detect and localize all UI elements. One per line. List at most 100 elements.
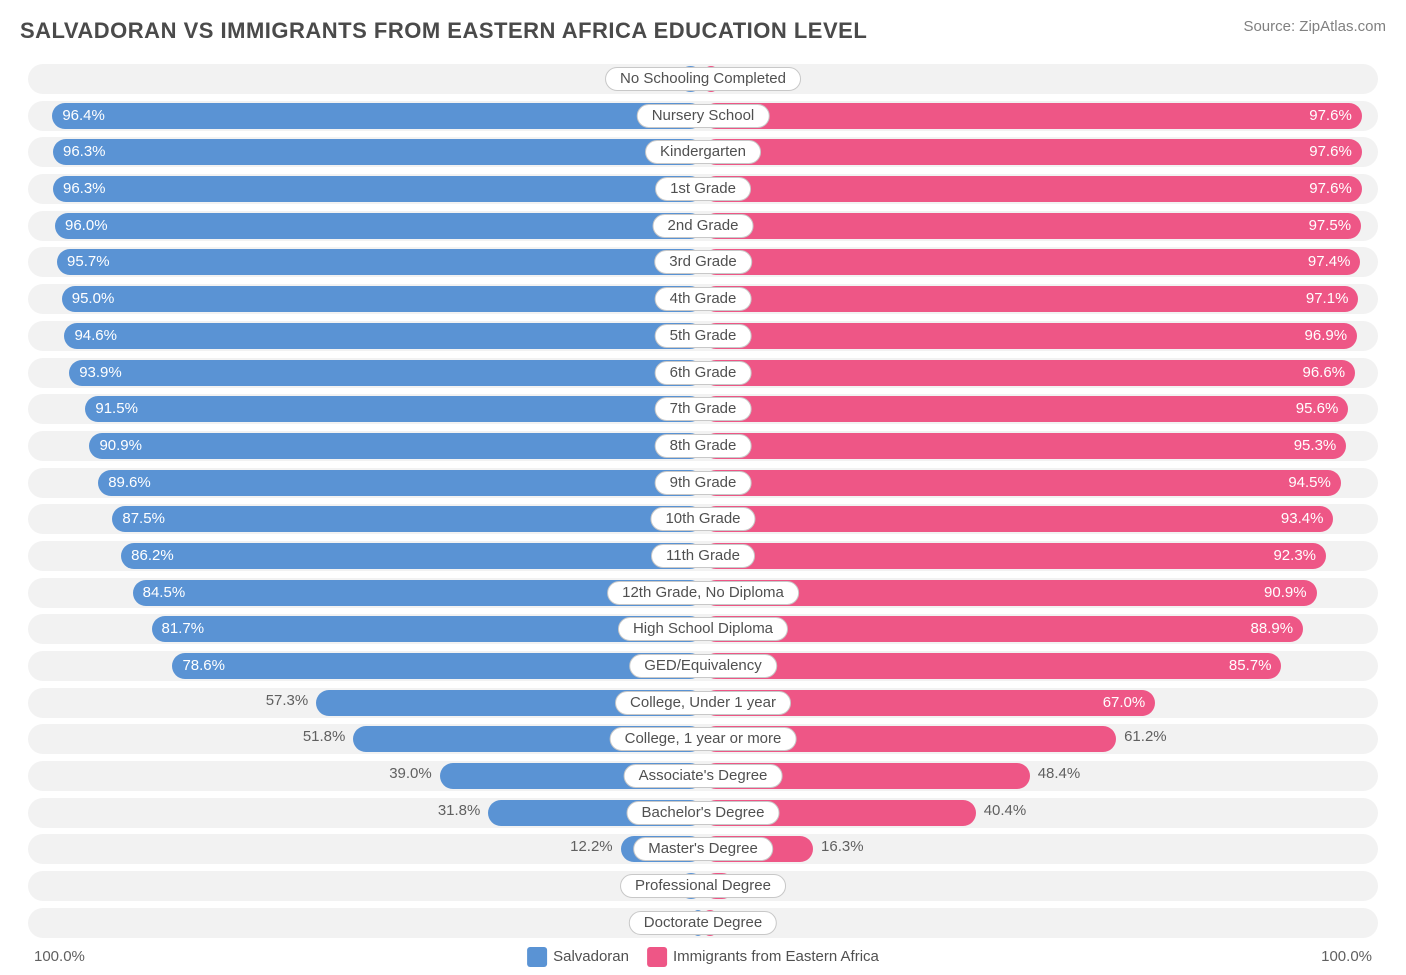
value-left: 93.9% bbox=[79, 360, 122, 386]
category-label: Kindergarten bbox=[645, 140, 761, 164]
category-label: 5th Grade bbox=[655, 324, 752, 348]
bar-right: 95.3% bbox=[703, 433, 1346, 459]
table-row: 31.8%40.4%Bachelor's Degree bbox=[28, 798, 1378, 828]
bar-right: 88.9% bbox=[703, 616, 1303, 642]
value-right: 92.3% bbox=[1273, 543, 1316, 569]
value-right: 40.4% bbox=[984, 798, 1027, 824]
table-row: 12.2%16.3%Master's Degree bbox=[28, 834, 1378, 864]
value-left: 94.6% bbox=[74, 323, 117, 349]
table-row: 96.0% 97.5% 2nd Grade bbox=[28, 211, 1378, 241]
category-label: 3rd Grade bbox=[654, 250, 752, 274]
bar-left: 91.5% bbox=[85, 396, 703, 422]
legend-swatch-left bbox=[527, 947, 547, 967]
legend-swatch-right bbox=[647, 947, 667, 967]
chart-rows: 3.7%2.4%No Schooling Completed 96.4% 97.6%… bbox=[20, 64, 1386, 938]
value-left: 90.9% bbox=[99, 433, 142, 459]
value-right: 16.3% bbox=[821, 834, 864, 860]
table-row: 91.5%95.6%7th Grade bbox=[28, 394, 1378, 424]
value-right: 85.7% bbox=[1229, 653, 1272, 679]
value-right: 94.5% bbox=[1288, 470, 1331, 496]
table-row: 87.5% 93.4% 10th Grade bbox=[28, 504, 1378, 534]
table-row: 1.5%2.1%Doctorate Degree bbox=[28, 908, 1378, 938]
table-row: 96.3% 97.6% Kindergarten bbox=[28, 137, 1378, 167]
value-left: 51.8% bbox=[303, 724, 346, 750]
table-row: 81.7%88.9%High School Diploma bbox=[28, 614, 1378, 644]
table-row: 86.2%92.3%11th Grade bbox=[28, 541, 1378, 571]
bar-left: 89.6% bbox=[98, 470, 703, 496]
legend-item-left: Salvadoran bbox=[527, 945, 629, 969]
category-label: 12th Grade, No Diploma bbox=[607, 581, 799, 605]
value-left: 86.2% bbox=[131, 543, 174, 569]
category-label: Bachelor's Degree bbox=[627, 801, 780, 825]
bar-left: 90.9% bbox=[89, 433, 703, 459]
table-row: 3.7%2.4%No Schooling Completed bbox=[28, 64, 1378, 94]
table-row: 96.4% 97.6% Nursery School bbox=[28, 101, 1378, 131]
value-left: 39.0% bbox=[389, 761, 432, 787]
category-label: Associate's Degree bbox=[624, 764, 783, 788]
value-right: 95.3% bbox=[1294, 433, 1337, 459]
table-row: 94.6% 96.9% 5th Grade bbox=[28, 321, 1378, 351]
value-left: 57.3% bbox=[266, 688, 309, 714]
value-right: 67.0% bbox=[1103, 690, 1146, 716]
bar-left: 96.0% bbox=[55, 213, 703, 239]
value-right: 93.4% bbox=[1281, 506, 1324, 532]
bar-right: 97.6% bbox=[703, 103, 1362, 129]
source-attribution: Source: ZipAtlas.com bbox=[1243, 18, 1386, 35]
bar-left: 95.7% bbox=[57, 249, 703, 275]
value-right: 97.6% bbox=[1309, 139, 1352, 165]
table-row: 93.9%96.6%6th Grade bbox=[28, 358, 1378, 388]
value-left: 84.5% bbox=[143, 580, 186, 606]
bar-right: 92.3% bbox=[703, 543, 1326, 569]
value-right: 97.5% bbox=[1309, 213, 1352, 239]
bar-left: 96.4% bbox=[52, 103, 703, 129]
category-label: No Schooling Completed bbox=[605, 67, 801, 91]
category-label: 10th Grade bbox=[650, 507, 755, 531]
bar-right: 95.6% bbox=[703, 396, 1348, 422]
chart-header: SALVADORAN VS IMMIGRANTS FROM EASTERN AF… bbox=[20, 18, 1386, 44]
value-right: 97.1% bbox=[1306, 286, 1349, 312]
bar-right: 94.5% bbox=[703, 470, 1341, 496]
bar-left: 95.0% bbox=[62, 286, 703, 312]
category-label: 8th Grade bbox=[655, 434, 752, 458]
value-right: 97.6% bbox=[1309, 176, 1352, 202]
category-label: 2nd Grade bbox=[653, 214, 754, 238]
category-label: 4th Grade bbox=[655, 287, 752, 311]
value-left: 87.5% bbox=[122, 506, 165, 532]
table-row: 84.5%90.9%12th Grade, No Diploma bbox=[28, 578, 1378, 608]
diverging-bar-chart: SALVADORAN VS IMMIGRANTS FROM EASTERN AF… bbox=[0, 0, 1406, 975]
value-left: 89.6% bbox=[108, 470, 151, 496]
bar-left: 96.3% bbox=[53, 176, 703, 202]
value-right: 97.4% bbox=[1308, 249, 1351, 275]
value-right: 96.9% bbox=[1305, 323, 1348, 349]
legend-label-right: Immigrants from Eastern Africa bbox=[673, 945, 879, 969]
table-row: 78.6%85.7%GED/Equivalency bbox=[28, 651, 1378, 681]
table-row: 96.3%97.6%1st Grade bbox=[28, 174, 1378, 204]
bar-right: 85.7% bbox=[703, 653, 1281, 679]
legend-item-right: Immigrants from Eastern Africa bbox=[647, 945, 879, 969]
category-label: Nursery School bbox=[637, 104, 770, 128]
value-left: 96.3% bbox=[63, 176, 106, 202]
bar-left: 78.6% bbox=[172, 653, 703, 679]
bar-left: 96.3% bbox=[53, 139, 703, 165]
value-left: 81.7% bbox=[162, 616, 205, 642]
value-right: 97.6% bbox=[1309, 103, 1352, 129]
bar-left: 93.9% bbox=[69, 360, 703, 386]
bar-right: 96.9% bbox=[703, 323, 1357, 349]
value-left: 96.3% bbox=[63, 139, 106, 165]
legend: Salvadoran Immigrants from Eastern Afric… bbox=[527, 945, 879, 969]
category-label: 7th Grade bbox=[655, 397, 752, 421]
bar-right: 97.1% bbox=[703, 286, 1358, 312]
bar-right: 97.6% bbox=[703, 176, 1362, 202]
category-label: College, 1 year or more bbox=[610, 727, 797, 751]
legend-label-left: Salvadoran bbox=[553, 945, 629, 969]
chart-title: SALVADORAN VS IMMIGRANTS FROM EASTERN AF… bbox=[20, 18, 867, 44]
category-label: Master's Degree bbox=[633, 837, 773, 861]
chart-footer: 100.0% Salvadoran Immigrants from Easter… bbox=[20, 945, 1386, 973]
bar-right: 97.6% bbox=[703, 139, 1362, 165]
value-left: 78.6% bbox=[182, 653, 225, 679]
category-label: 9th Grade bbox=[655, 471, 752, 495]
bar-left: 86.2% bbox=[121, 543, 703, 569]
value-right: 96.6% bbox=[1303, 360, 1346, 386]
value-right: 61.2% bbox=[1124, 724, 1167, 750]
value-left: 95.0% bbox=[72, 286, 115, 312]
